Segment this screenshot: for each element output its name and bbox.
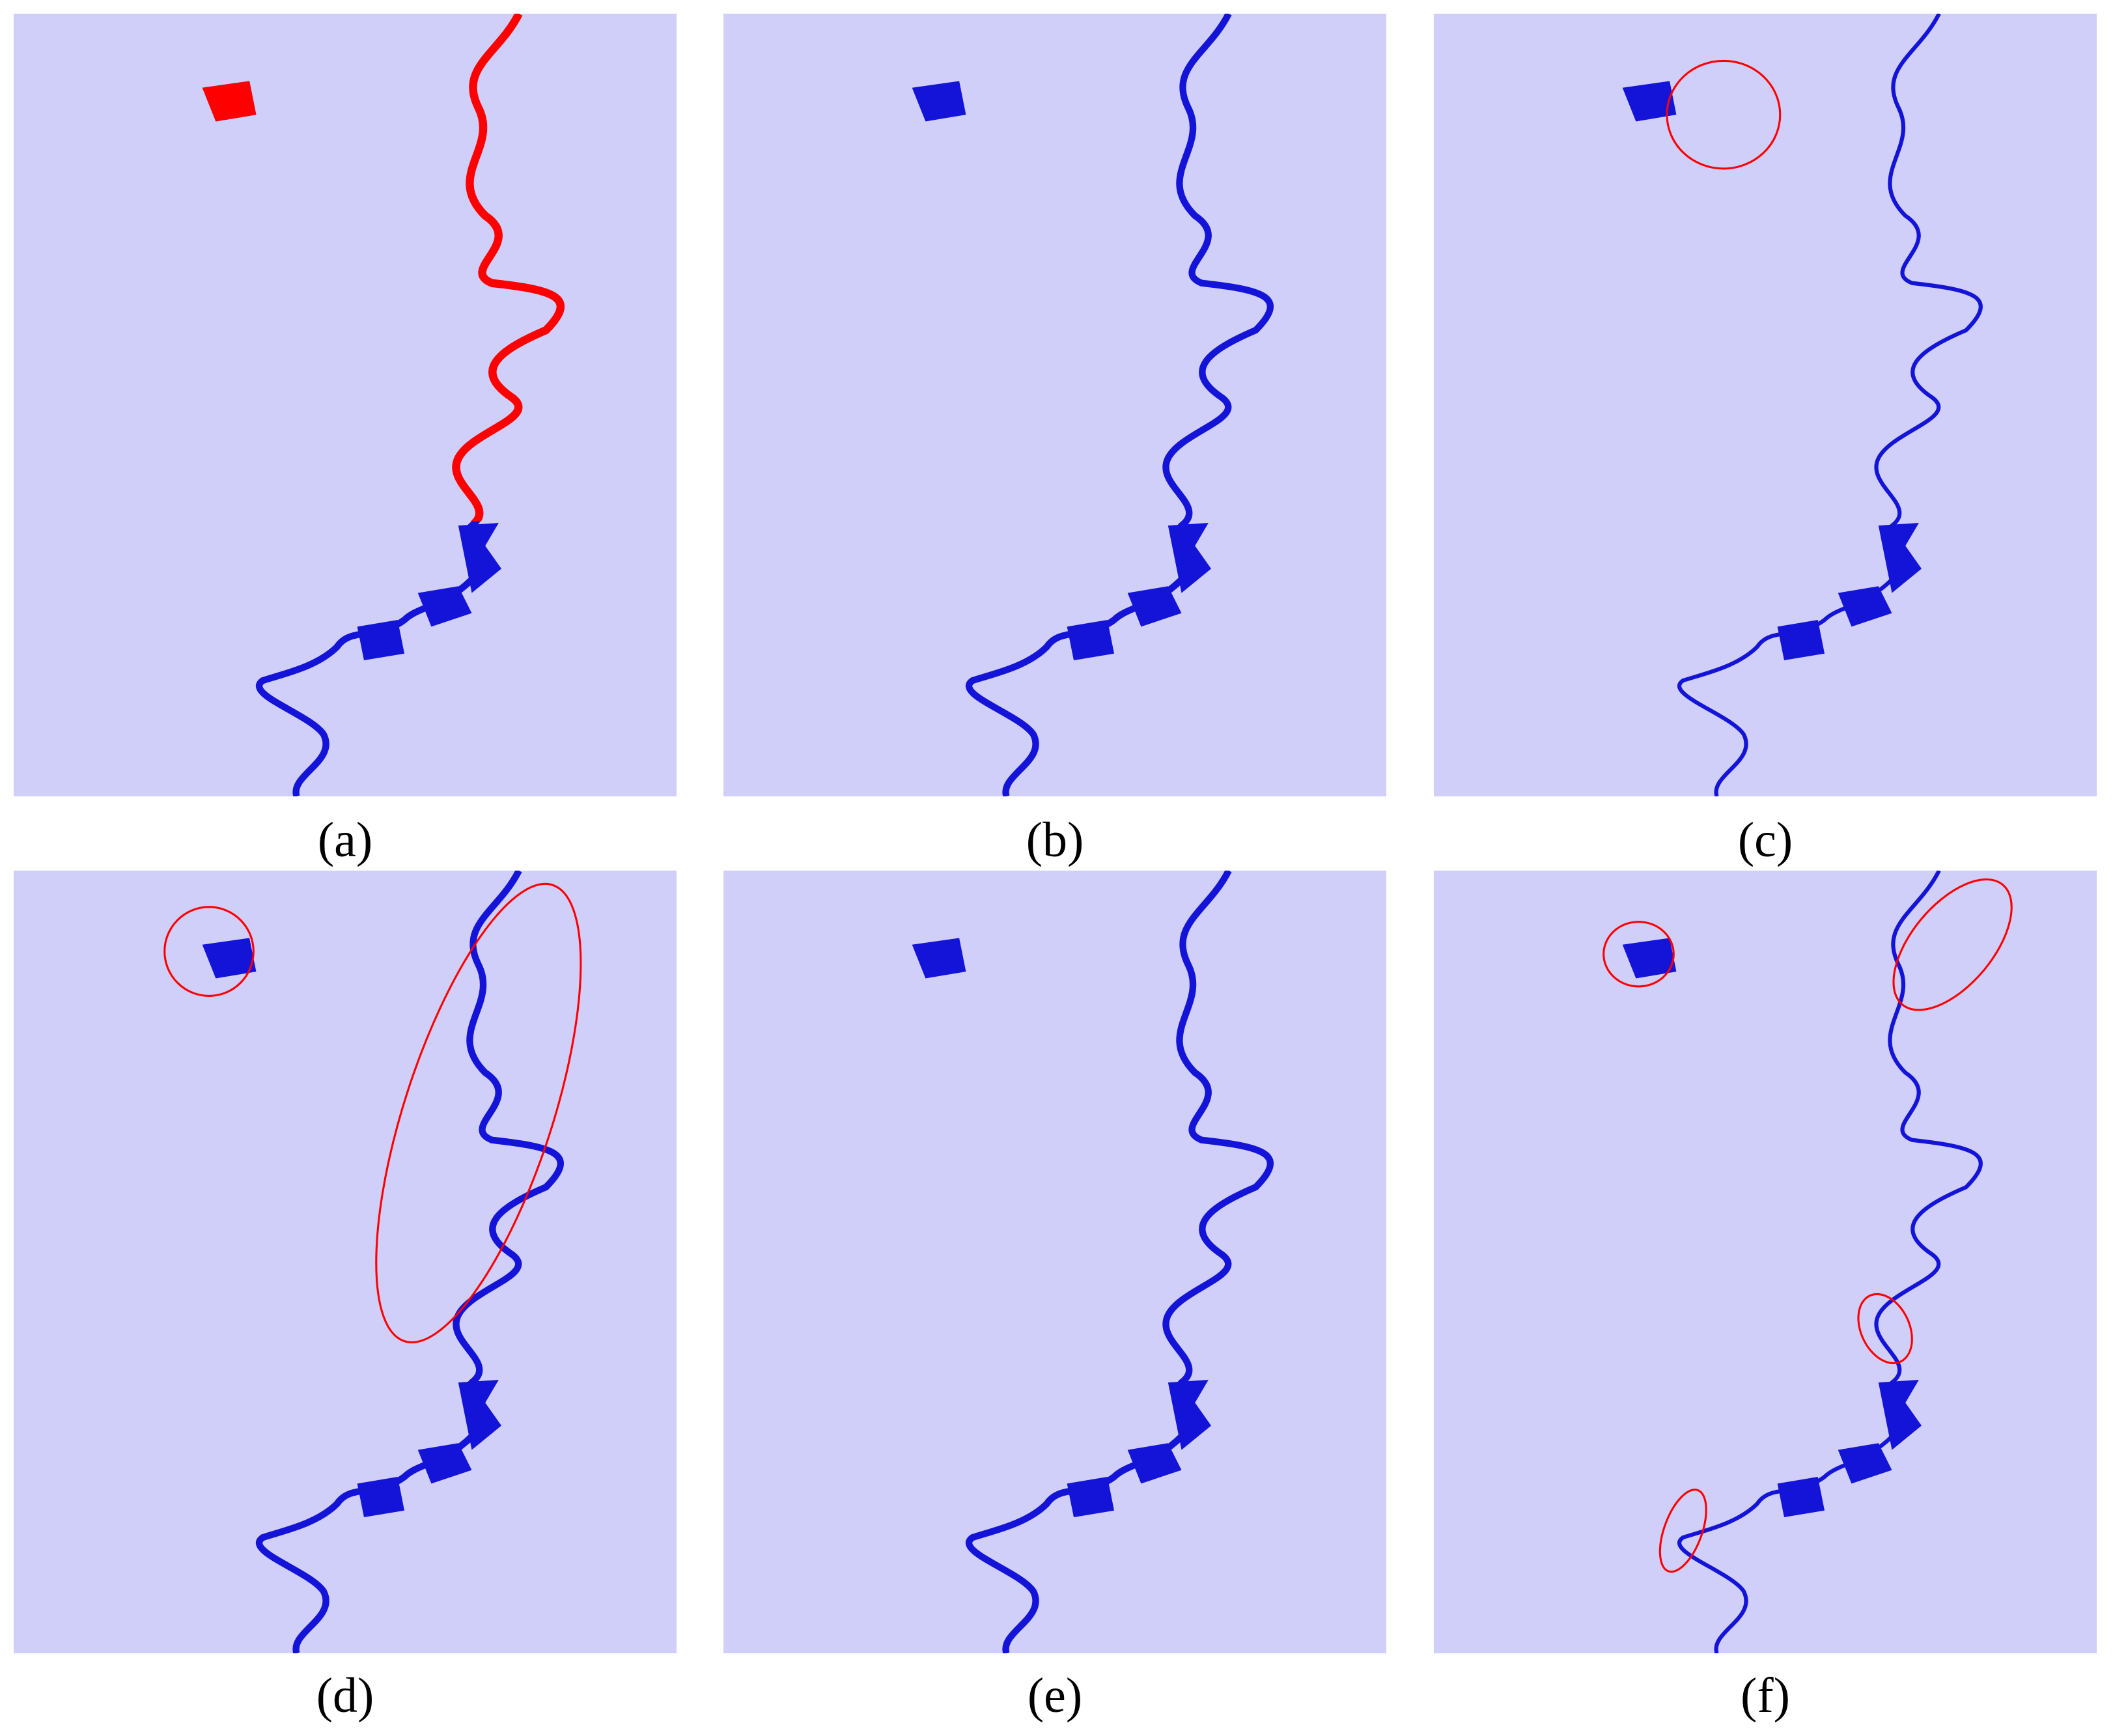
highlight-circle [1666, 59, 1782, 170]
map-panel [1434, 871, 2097, 1653]
highlight-circle [1658, 1489, 1707, 1573]
red-fields [202, 81, 257, 122]
panel-label: (b) [1026, 813, 1084, 867]
highlight-circle [1857, 1293, 1913, 1364]
map-panel [1434, 14, 2097, 796]
background [14, 871, 677, 1653]
background [723, 14, 1386, 796]
highlight-circle [1892, 878, 2013, 1011]
map-panel [723, 14, 1386, 796]
panel-label: (f) [1741, 1668, 1790, 1723]
map-panel [14, 871, 677, 1653]
highlight-circle [1602, 921, 1675, 988]
background [1434, 871, 2097, 1653]
panel-label: (e) [1027, 1668, 1083, 1723]
map-panel [14, 14, 677, 796]
panel-label: (c) [1737, 813, 1793, 867]
background [723, 871, 1386, 1653]
highlight-circle [163, 906, 255, 997]
background [14, 14, 677, 796]
background [1434, 14, 2097, 796]
map-panel [723, 871, 1386, 1653]
highlight-circle [375, 882, 582, 1343]
panel-label: (a) [317, 813, 373, 867]
panel-label: (d) [316, 1668, 374, 1723]
